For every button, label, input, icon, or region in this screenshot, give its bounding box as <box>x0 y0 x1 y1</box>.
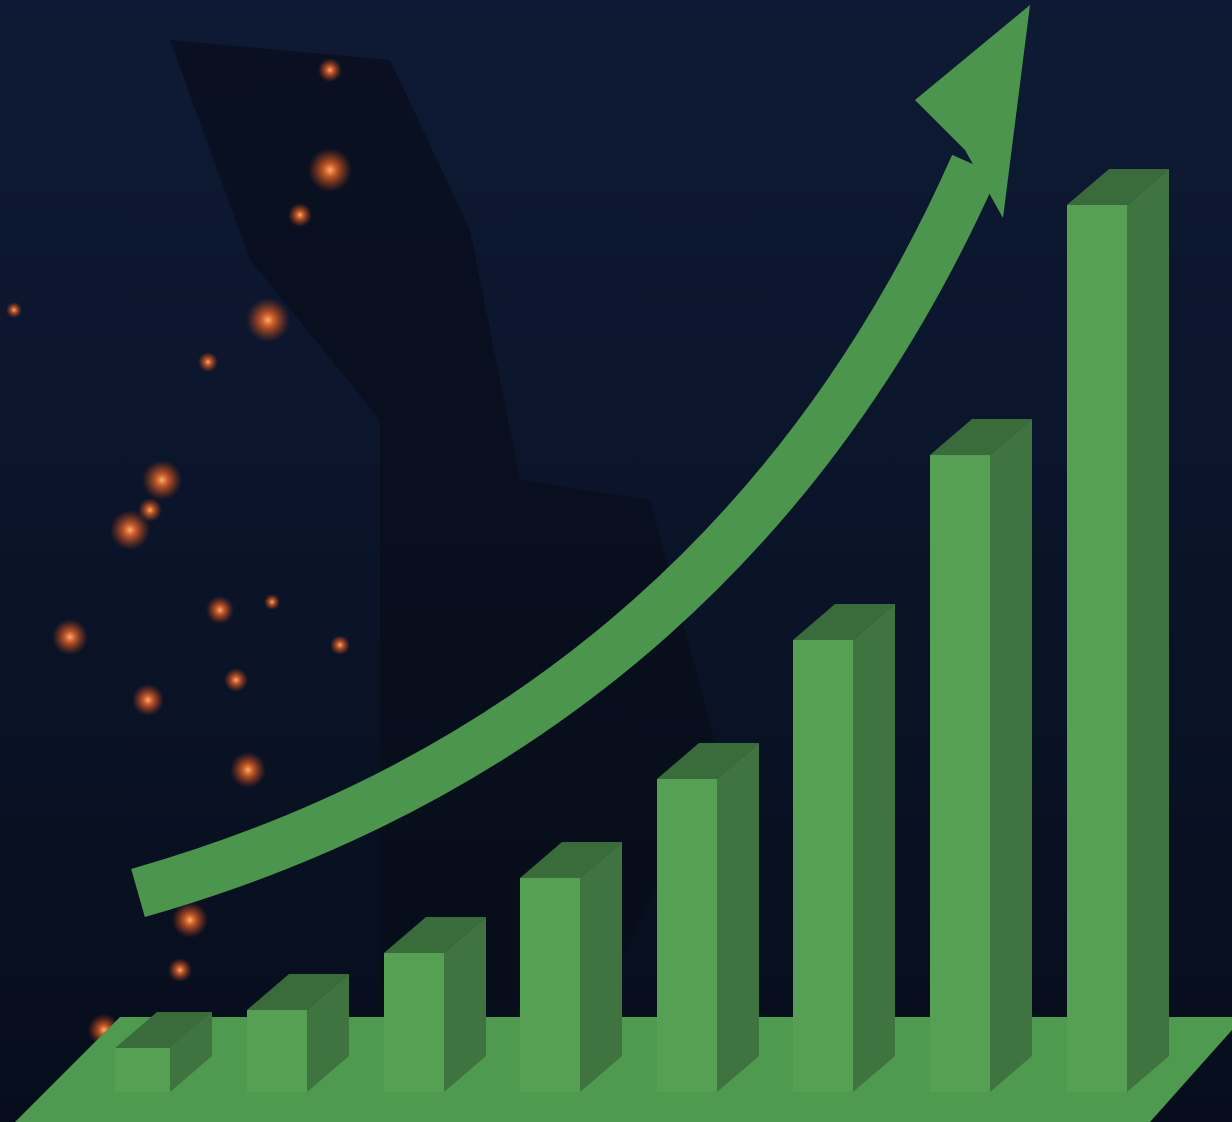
glow <box>168 958 192 982</box>
bar-front <box>384 953 444 1092</box>
bar-3d <box>115 1012 212 1092</box>
bar-3d <box>384 917 486 1092</box>
bar-side <box>580 842 622 1092</box>
glow <box>138 498 162 522</box>
bar-side <box>853 604 895 1092</box>
bar-top <box>1067 169 1169 205</box>
bar-front <box>793 640 853 1092</box>
glow-lights <box>6 58 352 1046</box>
bar-3d <box>520 842 622 1092</box>
bar-side <box>170 1012 212 1092</box>
arrow-head <box>915 5 1030 218</box>
bar-top <box>520 842 622 878</box>
bar-side <box>444 917 486 1092</box>
bar-front <box>520 878 580 1092</box>
bar-top <box>793 604 895 640</box>
bar-front <box>247 1010 307 1092</box>
bar-front <box>657 779 717 1092</box>
bar-3d <box>657 743 759 1092</box>
bar-top <box>930 419 1032 455</box>
bars <box>115 169 1169 1092</box>
bar-top <box>247 974 349 1010</box>
glow <box>224 668 248 692</box>
glow <box>110 510 150 550</box>
bar-3d <box>930 419 1032 1092</box>
bar-side <box>990 419 1032 1092</box>
bar-front <box>1067 205 1127 1092</box>
bar-side <box>717 743 759 1092</box>
growth-arrow <box>131 5 1030 918</box>
bar-top <box>657 743 759 779</box>
bar-top <box>384 917 486 953</box>
glow <box>230 752 266 788</box>
glow <box>52 619 88 655</box>
glow <box>198 352 218 372</box>
glow <box>6 302 22 318</box>
bar-side <box>1127 169 1169 1092</box>
glow <box>206 596 234 624</box>
bar-3d <box>247 974 349 1092</box>
glow <box>288 203 312 227</box>
bar-front <box>115 1048 170 1092</box>
bar-top <box>115 1012 212 1048</box>
glow <box>308 148 352 192</box>
glow <box>264 594 280 610</box>
bar-3d <box>1067 169 1169 1092</box>
glow <box>172 902 208 938</box>
glow <box>318 58 342 82</box>
bar-side <box>307 974 349 1092</box>
tower-silhouette <box>170 40 720 1000</box>
bar-3d <box>793 604 895 1092</box>
glow <box>246 298 290 342</box>
glow <box>330 635 350 655</box>
glow <box>132 684 164 716</box>
glow <box>142 460 182 500</box>
bar-front <box>930 455 990 1092</box>
arrow-shaft <box>131 154 998 918</box>
